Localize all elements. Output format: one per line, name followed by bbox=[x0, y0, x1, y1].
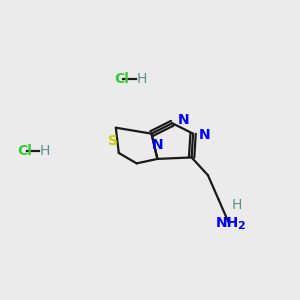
Text: N: N bbox=[178, 113, 189, 127]
Text: Cl: Cl bbox=[114, 72, 129, 86]
Text: H: H bbox=[232, 197, 242, 212]
Text: N: N bbox=[198, 128, 210, 142]
Text: Cl: Cl bbox=[18, 145, 33, 158]
Text: 2: 2 bbox=[237, 221, 244, 231]
Text: NH: NH bbox=[216, 216, 239, 230]
Text: N: N bbox=[152, 138, 163, 152]
Text: H: H bbox=[40, 145, 50, 158]
Text: H: H bbox=[136, 72, 147, 86]
Text: S: S bbox=[108, 134, 118, 148]
